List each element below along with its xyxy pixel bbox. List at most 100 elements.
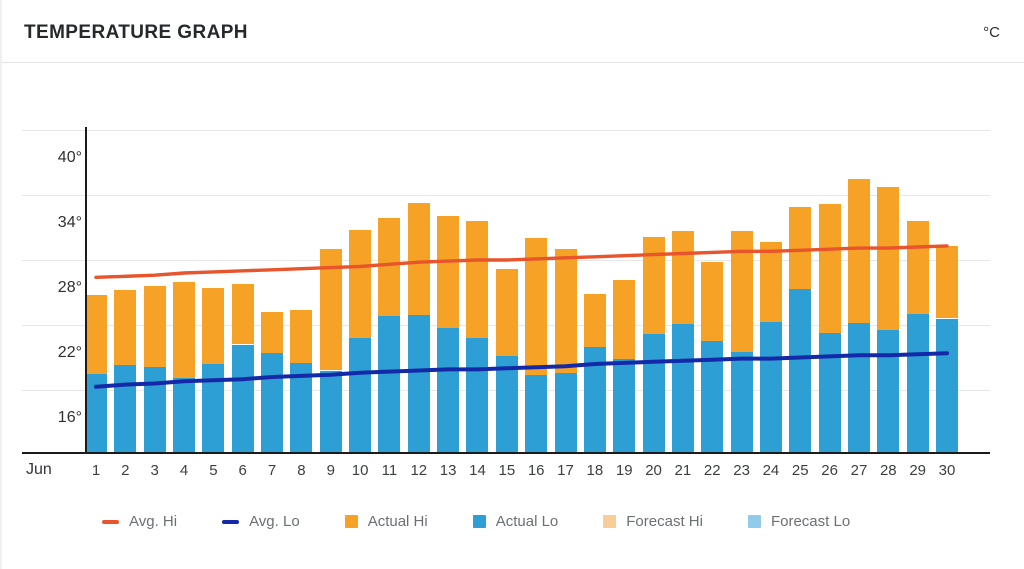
header-divider bbox=[2, 62, 1024, 63]
x-axis-day-label: 28 bbox=[879, 462, 897, 479]
bar-actual-hi bbox=[466, 221, 489, 338]
x-axis-day-label: 17 bbox=[557, 462, 574, 479]
y-axis-label: 16° bbox=[57, 409, 82, 426]
x-axis-day-label: 21 bbox=[674, 462, 692, 479]
x-axis-day-label: 8 bbox=[297, 462, 306, 479]
bar-actual-lo bbox=[583, 346, 606, 452]
bar-actual-hi bbox=[261, 312, 284, 354]
bar-actual-hi bbox=[877, 187, 900, 331]
chart-legend: Avg. Hi Avg. Lo Actual Hi Actual Lo Forecast… bbox=[102, 513, 850, 530]
page-title: TEMPERATURE GRAPH bbox=[24, 22, 248, 43]
bar-actual-hi bbox=[319, 249, 342, 371]
bar-actual-lo bbox=[613, 358, 636, 452]
y-axis-label: 28° bbox=[57, 279, 82, 296]
legend-swatch bbox=[472, 515, 486, 528]
legend-label: Forecast Lo bbox=[770, 513, 851, 530]
x-axis-day-label: 27 bbox=[850, 462, 868, 479]
x-axis-day-label: 1 bbox=[91, 462, 101, 479]
x-axis-day-label: 20 bbox=[645, 462, 662, 479]
bar-actual-hi bbox=[525, 238, 548, 375]
legend-item-forecast-hi: Forecast Hi bbox=[603, 513, 703, 530]
legend-item-avg-lo: Avg. Lo bbox=[222, 513, 300, 530]
legend-label: Actual Hi bbox=[367, 513, 428, 530]
grid-line bbox=[22, 195, 990, 196]
bar-actual-hi bbox=[495, 268, 518, 357]
x-axis-day-label: 19 bbox=[615, 462, 633, 479]
bar-actual-lo bbox=[202, 364, 225, 452]
x-axis-day-label: 29 bbox=[909, 462, 926, 479]
y-axis-label: 40° bbox=[57, 149, 82, 166]
bar-actual-lo bbox=[495, 356, 518, 452]
x-axis-day-label: 14 bbox=[469, 462, 486, 479]
x-axis-line bbox=[22, 452, 990, 454]
x-axis-day-label: 26 bbox=[821, 462, 838, 479]
bar-actual-hi bbox=[407, 202, 430, 316]
x-axis-day-label: 11 bbox=[381, 462, 398, 479]
bar-actual-hi bbox=[701, 262, 724, 342]
bar-actual-lo bbox=[759, 321, 782, 452]
bar-actual-hi bbox=[173, 281, 196, 379]
x-axis-day-label: 25 bbox=[791, 462, 809, 479]
legend-label: Actual Lo bbox=[495, 513, 559, 530]
bar-actual-hi bbox=[114, 290, 137, 366]
y-axis-label: 22° bbox=[57, 344, 82, 361]
bar-actual-lo bbox=[349, 338, 372, 452]
x-axis-day-label: 16 bbox=[527, 462, 545, 479]
bar-actual-lo bbox=[231, 344, 254, 452]
x-axis-day-label: 13 bbox=[439, 462, 457, 479]
bar-actual-lo bbox=[378, 316, 401, 452]
legend-label: Avg. Hi bbox=[129, 513, 178, 530]
x-axis-day-label: 3 bbox=[150, 462, 159, 479]
x-axis-day-label: 30 bbox=[938, 462, 956, 479]
bar-actual-hi bbox=[613, 279, 636, 359]
bar-actual-hi bbox=[437, 215, 460, 329]
bar-actual-lo bbox=[407, 315, 430, 452]
bar-actual-lo bbox=[554, 372, 577, 452]
y-axis-label: 34° bbox=[57, 214, 82, 231]
bar-actual-hi bbox=[583, 293, 606, 347]
x-axis-day-label: 6 bbox=[238, 462, 247, 479]
x-axis-day-label: 10 bbox=[351, 462, 369, 479]
bar-actual-lo bbox=[671, 323, 694, 452]
bar-actual-hi bbox=[85, 294, 107, 374]
bar-actual-hi bbox=[378, 217, 401, 317]
legend-swatch bbox=[102, 519, 119, 524]
bar-actual-lo bbox=[818, 332, 841, 452]
avg-lo-line bbox=[94, 351, 949, 389]
bar-actual-lo bbox=[466, 338, 489, 452]
x-axis-day-label: 24 bbox=[762, 462, 780, 479]
grid-line bbox=[22, 130, 990, 131]
legend-item-avg-hi: Avg. Hi bbox=[102, 513, 177, 530]
legend-swatch bbox=[603, 515, 617, 528]
bar-actual-hi bbox=[290, 309, 313, 363]
x-axis-day-label: 7 bbox=[267, 462, 277, 479]
legend-label: Forecast Hi bbox=[626, 513, 703, 530]
bar-actual-lo bbox=[319, 370, 342, 452]
bar-actual-hi bbox=[730, 230, 753, 353]
bar-actual-lo bbox=[437, 328, 460, 452]
bar-actual-hi bbox=[349, 229, 372, 338]
legend-label: Avg. Lo bbox=[249, 513, 300, 530]
bar-actual-hi bbox=[143, 286, 166, 368]
legend-item-actual-hi: Actual Hi bbox=[344, 513, 428, 530]
bar-actual-lo bbox=[701, 341, 724, 452]
x-axis-day-label: 5 bbox=[209, 462, 218, 479]
x-axis-day-label: 15 bbox=[498, 462, 516, 479]
bar-actual-lo bbox=[290, 362, 313, 452]
bar-actual-lo bbox=[789, 289, 812, 452]
legend-swatch bbox=[222, 519, 240, 524]
x-axis-day-label: 12 bbox=[410, 462, 428, 479]
x-axis-month-label: Jun bbox=[26, 461, 52, 478]
bar-actual-hi bbox=[759, 241, 782, 322]
legend-swatch bbox=[344, 515, 358, 528]
bar-actual-hi bbox=[906, 221, 929, 315]
bar-actual-lo bbox=[143, 367, 166, 452]
bar-actual-hi bbox=[847, 178, 870, 323]
bar-actual-lo bbox=[877, 330, 900, 452]
avg-hi-line bbox=[94, 244, 949, 279]
legend-item-actual-lo: Actual Lo bbox=[472, 513, 559, 530]
bar-actual-lo bbox=[906, 314, 929, 452]
bar-actual-lo bbox=[525, 374, 548, 452]
bar-actual-hi bbox=[789, 206, 812, 290]
